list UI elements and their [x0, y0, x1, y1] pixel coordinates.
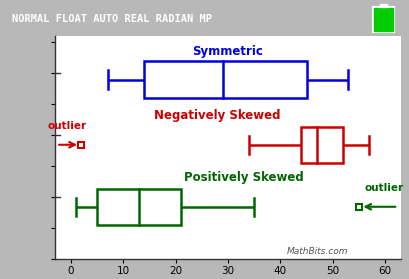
Bar — [380, 4, 387, 7]
Text: outlier: outlier — [364, 183, 403, 193]
Bar — [301, 127, 343, 163]
Text: Symmetric: Symmetric — [193, 45, 263, 58]
Text: Negatively Skewed: Negatively Skewed — [154, 109, 281, 122]
Text: Positively Skewed: Positively Skewed — [184, 171, 303, 184]
Bar — [97, 189, 181, 225]
Bar — [144, 61, 307, 98]
Bar — [373, 7, 394, 32]
Text: outlier: outlier — [47, 121, 86, 131]
Text: NORMAL FLOAT AUTO REAL RADIAN MP: NORMAL FLOAT AUTO REAL RADIAN MP — [12, 14, 212, 24]
Text: MathBits.com: MathBits.com — [286, 247, 348, 256]
Bar — [374, 8, 393, 31]
